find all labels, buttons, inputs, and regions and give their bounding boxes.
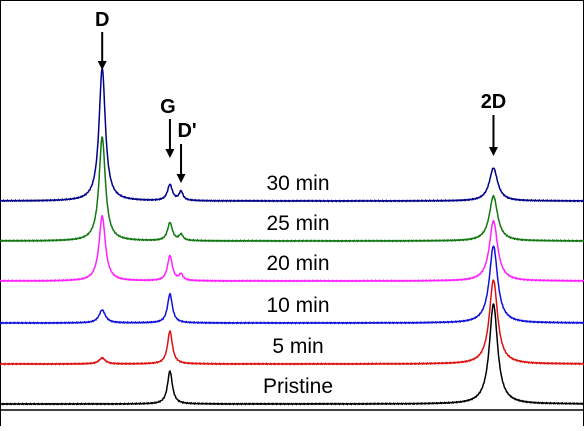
peak-arrow-head-d-prime	[176, 174, 186, 183]
series-label-20-min: 20 min	[266, 252, 329, 275]
trace-30-min	[0, 68, 584, 203]
traces	[0, 68, 584, 406]
series-label-10-min: 10 min	[266, 294, 329, 317]
trace-25-min	[0, 136, 584, 243]
series-label-pristine: Pristine	[263, 375, 333, 398]
peak-label-g: G	[160, 96, 176, 118]
peak-label-d: D	[95, 9, 109, 31]
trace-10-min	[0, 245, 584, 325]
series-label-5-min: 5 min	[272, 335, 323, 358]
peak-markers: D GD' 2D	[95, 9, 506, 183]
peak-arrow-head-g	[165, 149, 175, 158]
series-label-30-min: 30 min	[266, 172, 329, 195]
peak-label-d-prime: D'	[177, 120, 196, 142]
trace-20-min	[0, 214, 584, 283]
peak-arrow-head-d	[97, 61, 107, 70]
trace-pristine	[0, 303, 584, 406]
series-labels: Pristine 5 min 10 min 20 min 25 min 30 min	[263, 172, 333, 398]
peak-arrow-head-2d	[488, 147, 498, 156]
trace-5-min	[0, 279, 584, 366]
peak-label-2d: 2D	[481, 91, 507, 113]
series-label-25-min: 25 min	[266, 212, 329, 235]
